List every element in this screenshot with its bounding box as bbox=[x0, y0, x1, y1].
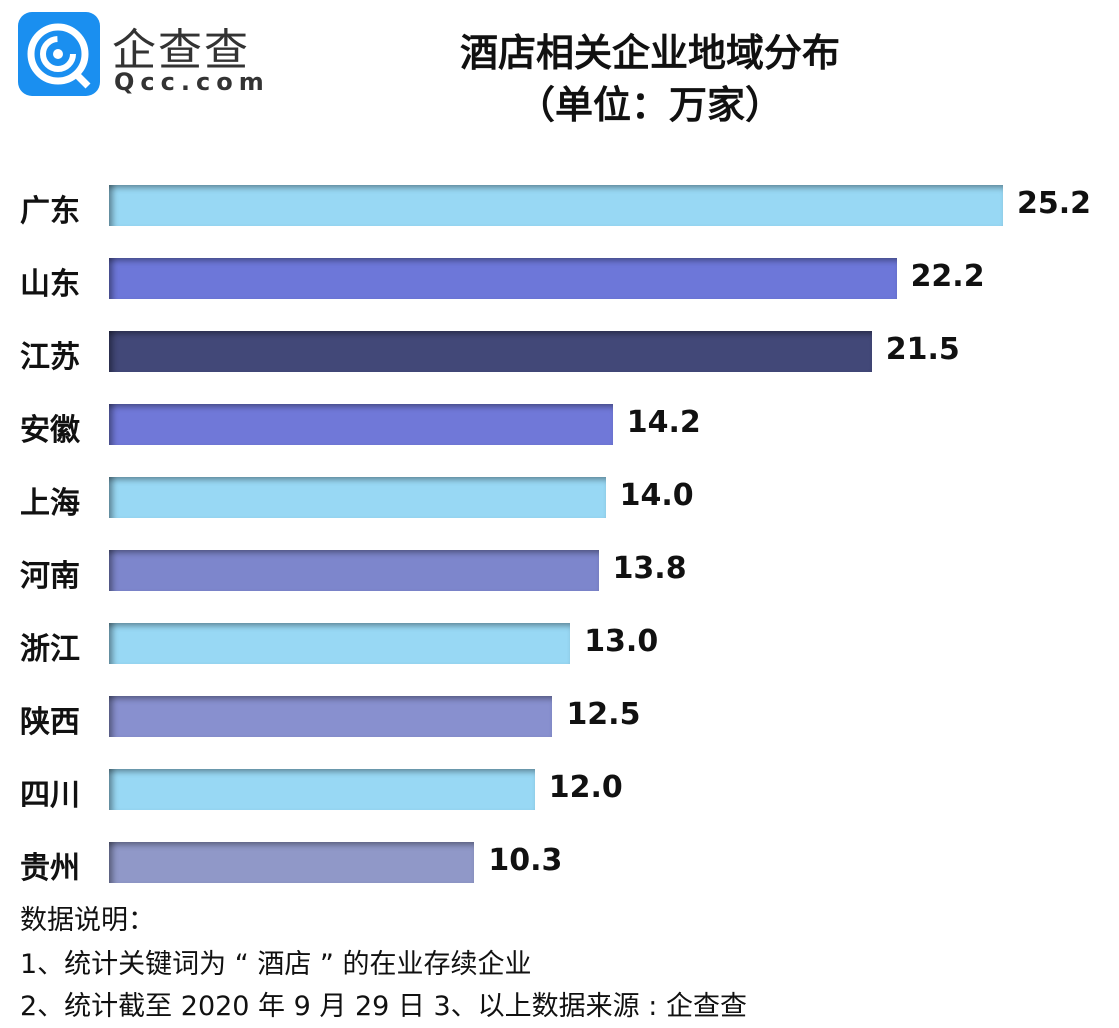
value-label: 14.2 bbox=[626, 405, 701, 440]
value-label: 22.2 bbox=[910, 259, 985, 294]
category-label: 安徽 bbox=[20, 413, 80, 448]
bar-四川 bbox=[109, 769, 535, 810]
logo-text: 企查查 bbox=[112, 25, 250, 76]
category-label: 浙江 bbox=[20, 632, 80, 667]
bar-贵州 bbox=[109, 842, 475, 883]
category-label: 陕西 bbox=[20, 705, 80, 740]
value-label: 12.5 bbox=[566, 697, 641, 732]
value-label: 13.0 bbox=[584, 624, 659, 659]
bar-上海 bbox=[109, 477, 606, 518]
value-label: 14.0 bbox=[619, 478, 694, 513]
bar-安徽 bbox=[109, 404, 613, 445]
category-label: 江苏 bbox=[20, 340, 80, 375]
value-label: 21.5 bbox=[885, 332, 960, 367]
category-label: 上海 bbox=[20, 486, 80, 521]
logo-domain: Qcc.com bbox=[114, 68, 270, 96]
bar-陕西 bbox=[109, 696, 553, 737]
qcc-logo-icon bbox=[18, 12, 100, 96]
value-label: 10.3 bbox=[488, 843, 563, 878]
category-label: 广东 bbox=[20, 194, 80, 229]
category-label: 四川 bbox=[20, 778, 80, 813]
bar-广东 bbox=[109, 185, 1003, 226]
value-label: 25.2 bbox=[1017, 186, 1092, 221]
chart-title: 酒店相关企业地域分布 bbox=[459, 31, 840, 75]
category-label: 河南 bbox=[20, 559, 80, 594]
category-label: 山东 bbox=[20, 267, 80, 302]
bar-山东 bbox=[109, 258, 897, 299]
note-line-2: 2、统计截至 2020 年 9 月 29 日 3、以上数据来源 : 企查查 bbox=[20, 991, 747, 1022]
note-heading: 数据说明： bbox=[20, 905, 155, 936]
bar-河南 bbox=[109, 550, 599, 591]
bar-浙江 bbox=[109, 623, 571, 664]
category-label: 贵州 bbox=[20, 851, 80, 886]
value-label: 12.0 bbox=[548, 770, 623, 805]
chart-subtitle: （单位：万家） bbox=[516, 83, 783, 127]
note-line-1: 1、统计关键词为 “ 酒店 ” 的在业存续企业 bbox=[20, 949, 532, 980]
value-label: 13.8 bbox=[612, 551, 687, 586]
bar-江苏 bbox=[109, 331, 872, 372]
